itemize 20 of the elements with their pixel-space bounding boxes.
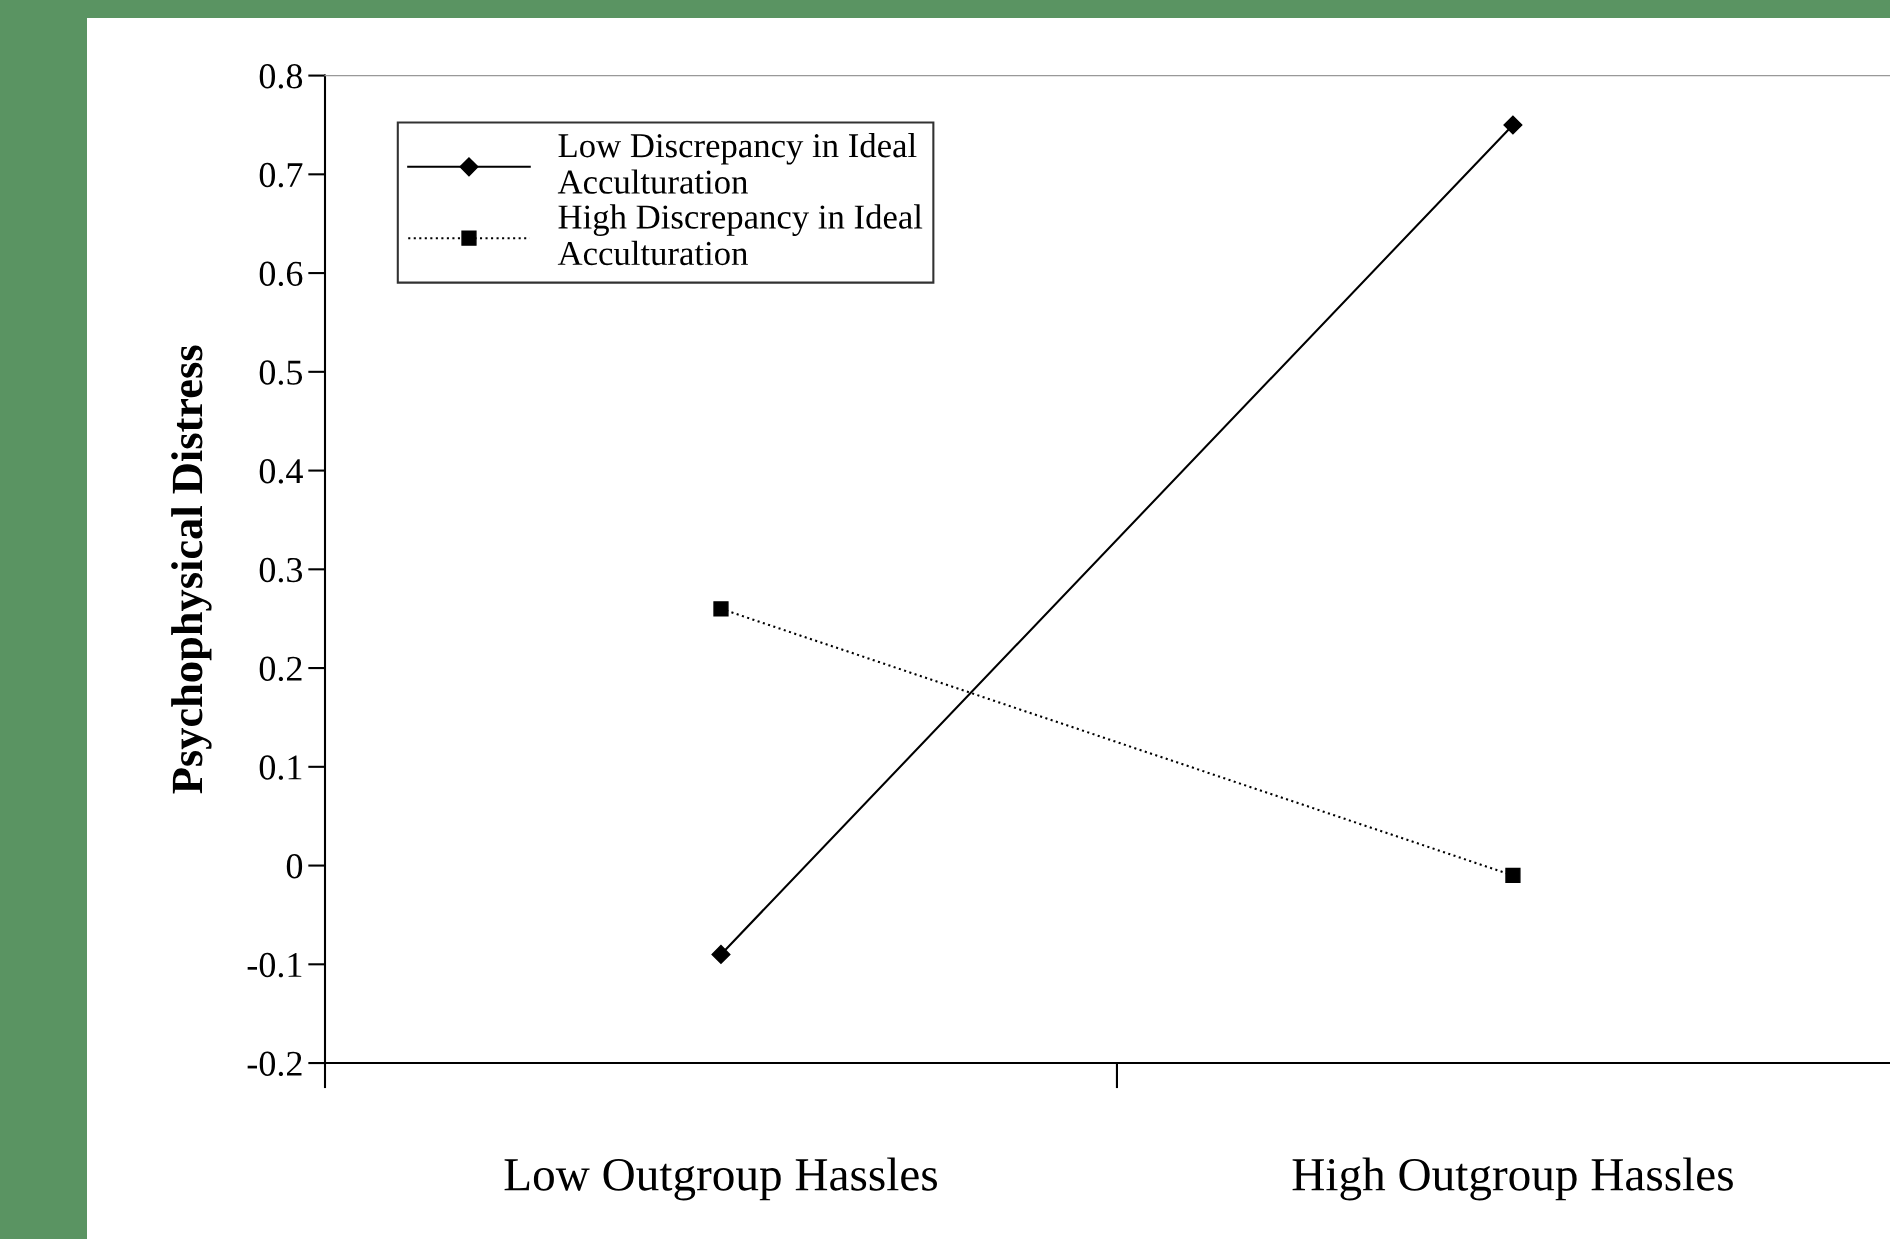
- point: [1505, 867, 1521, 884]
- y-tick-label: 0.7: [259, 162, 303, 188]
- y-tick-label: 0.3: [259, 557, 303, 583]
- legend-label: High Discrepancy in Ideal Acculturation: [557, 204, 923, 266]
- y-tick-label: 0.5: [259, 360, 303, 385]
- y-tick-label: -0.2: [247, 1051, 302, 1077]
- point: [1503, 115, 1523, 135]
- x-tick-label: High Outgroup Hassles: [1292, 1157, 1733, 1201]
- y-tick-label: 0: [286, 854, 303, 879]
- y-axis-title: Psychophysical Distress: [171, 345, 212, 794]
- y-tick-label: -0.1: [247, 952, 302, 978]
- point: [713, 601, 729, 617]
- y-tick-label: 0.2: [259, 656, 302, 682]
- y-tick-label: 0.8: [259, 64, 303, 89]
- y-tick-label: 0.4: [259, 459, 303, 484]
- x-tick-label: Low Outgroup Hassles: [504, 1157, 937, 1201]
- legend-label: Low Discrepancy in Ideal Acculturation: [557, 132, 917, 194]
- y-tick-label: 0.6: [259, 261, 303, 287]
- y-tick-label: 0.1: [259, 755, 302, 780]
- point: [711, 944, 731, 964]
